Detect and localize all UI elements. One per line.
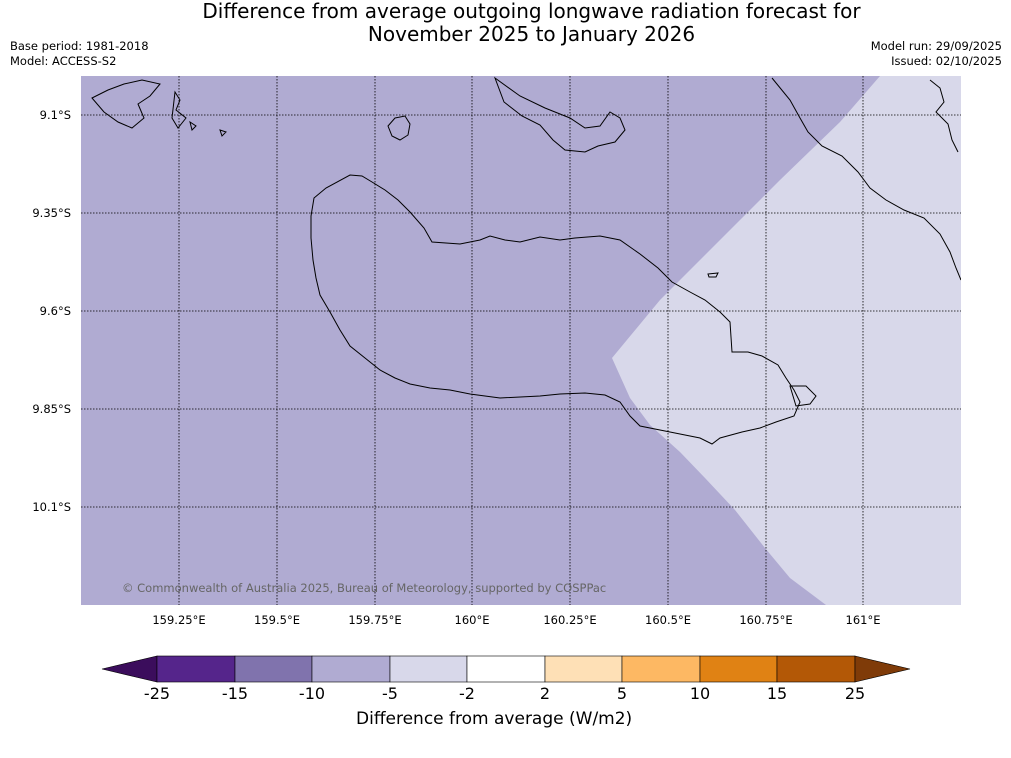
colorbar-segment <box>699 655 778 683</box>
lat-tick-label: 9.35°S <box>32 206 71 220</box>
colorbar-segment <box>544 655 623 683</box>
lon-tick-label: 160.5°E <box>645 613 691 627</box>
coastline-northwest-islands <box>91 79 227 137</box>
colorbar-tick: 10 <box>690 684 710 703</box>
lon-tick-label: 159.5°E <box>254 613 300 627</box>
title-line-1: Difference from average outgoing longwav… <box>202 0 861 23</box>
latitude-labels: 9.1°S 9.35°S 9.6°S 9.85°S 10.1°S <box>32 108 71 514</box>
model-name: Model: ACCESS-S2 <box>10 54 117 68</box>
lon-tick-label: 159.25°E <box>152 613 205 627</box>
colorbar-segment <box>621 655 701 683</box>
map-panel <box>81 76 961 605</box>
colorbar-segment <box>234 655 313 683</box>
base-period: Base period: 1981-2018 <box>10 39 149 53</box>
colorbar-segment <box>466 655 546 683</box>
colorbar-tick: 5 <box>617 684 627 703</box>
gridlines <box>81 76 961 605</box>
metadata-right: Model run: 29/09/2025 Issued: 02/10/2025 <box>871 39 1002 69</box>
colorbar-lower-extension <box>101 655 158 683</box>
colorbar-segment <box>156 655 236 683</box>
colorbar-tick: -10 <box>299 684 325 703</box>
copyright-notice: © Commonwealth of Australia 2025, Bureau… <box>122 581 606 595</box>
coastline-main-island <box>310 174 801 445</box>
coastline-northeast-edge <box>929 79 959 153</box>
region-minus5-to-minus2 <box>612 76 961 605</box>
lon-tick-label: 160°E <box>455 613 490 627</box>
colorbar-title: Difference from average (W/m2) <box>356 709 633 729</box>
coastline-north-islands <box>493 76 626 153</box>
colorbar-tick: 15 <box>767 684 787 703</box>
lat-tick-label: 9.1°S <box>40 108 71 122</box>
lon-tick-label: 159.75°E <box>348 613 401 627</box>
colorbar-tick: -5 <box>382 684 398 703</box>
colorbar-tick: -15 <box>222 684 248 703</box>
lon-tick-label: 161°E <box>846 613 881 627</box>
coastline-small-island <box>387 115 411 141</box>
lon-tick-label: 160.25°E <box>543 613 596 627</box>
lat-tick-label: 10.1°S <box>32 500 71 514</box>
colorbar-tick: 25 <box>845 684 865 703</box>
colorbar-segment <box>311 655 391 683</box>
colorbar-tick: -2 <box>459 684 475 703</box>
colorbar-tick: -25 <box>144 684 170 703</box>
colorbar <box>101 655 911 683</box>
colorbar-segment <box>776 655 856 683</box>
coastline-isle <box>707 272 719 278</box>
coastline-east-islet <box>789 385 817 407</box>
longitude-labels: 159.25°E 159.5°E 159.75°E 160°E 160.25°E 160.… <box>152 613 880 627</box>
colorbar-tick: 2 <box>540 684 550 703</box>
chart-title: Difference from average outgoing longwav… <box>0 0 1011 46</box>
colorbar-upper-extension <box>854 655 911 683</box>
colorbar-segment <box>389 655 468 683</box>
colorbar-tick-labels: -25 -15 -10 -5 -2 2 5 10 15 25 <box>144 684 865 703</box>
title-line-2: November 2025 to January 2026 <box>367 22 696 46</box>
issued-date: Issued: 02/10/2025 <box>891 54 1002 68</box>
lat-tick-label: 9.85°S <box>32 402 71 416</box>
lon-tick-label: 160.75°E <box>739 613 792 627</box>
coastlines <box>91 76 961 445</box>
coastline-northeast-island <box>771 77 961 281</box>
model-run: Model run: 29/09/2025 <box>870 39 1002 53</box>
metadata-left: Base period: 1981-2018 Model: ACCESS-S2 <box>10 39 149 69</box>
lat-tick-label: 9.6°S <box>40 304 71 318</box>
